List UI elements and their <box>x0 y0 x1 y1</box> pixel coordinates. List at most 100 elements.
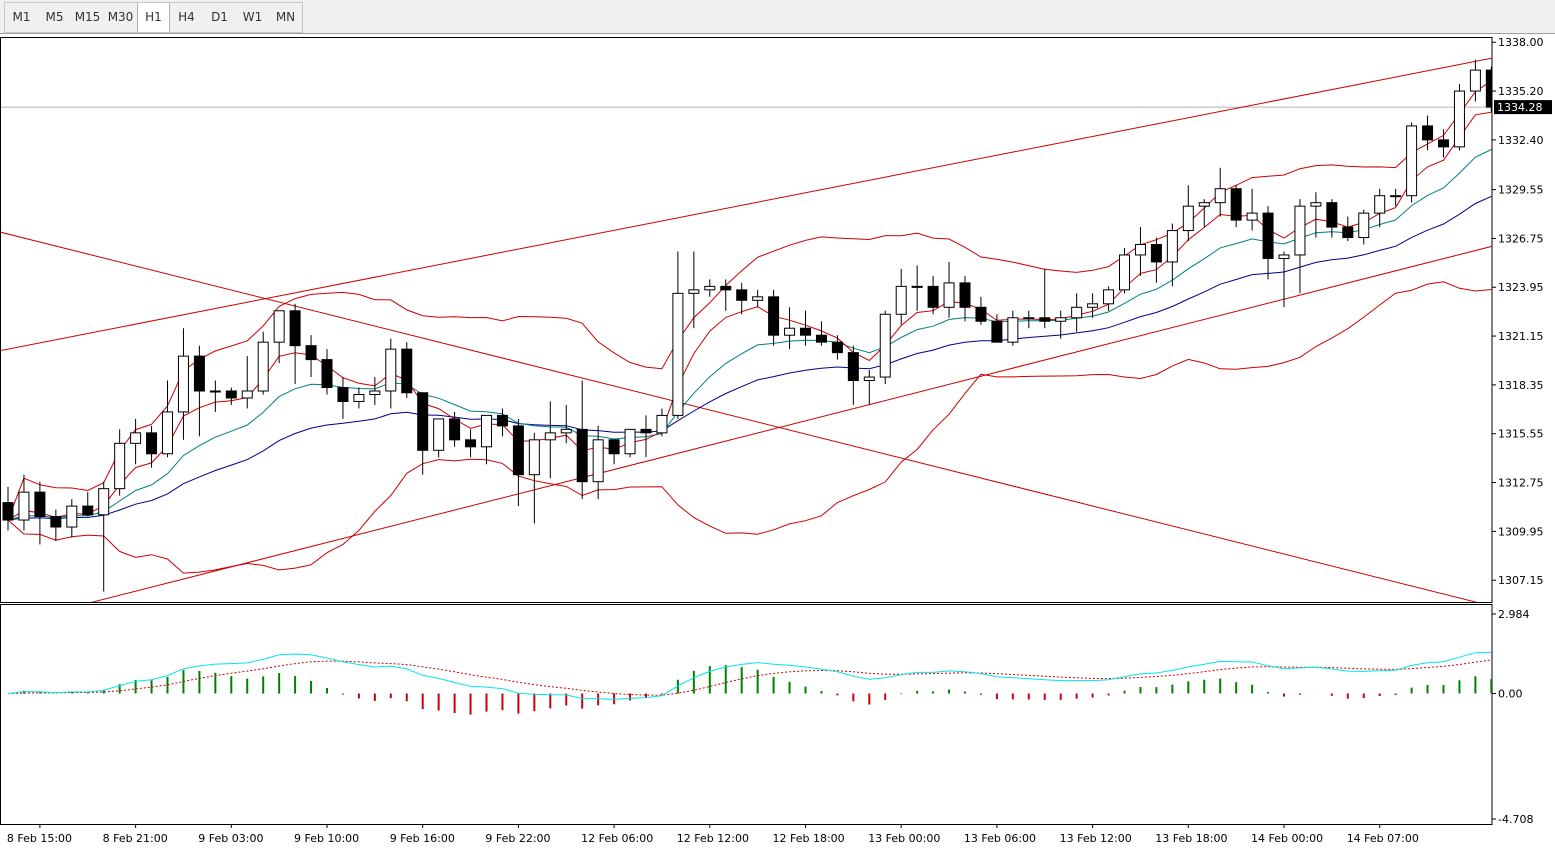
timeframe-button-group: M1 M5 M15 M30 H1 H4 D1 W1 MN <box>4 2 303 33</box>
ascending-support-trendline <box>90 245 1492 602</box>
bullish-candle-body <box>1453 90 1465 148</box>
candle <box>592 425 604 500</box>
candle <box>1071 293 1083 332</box>
ascending-channel-upper-trendline <box>1 57 1492 352</box>
time-axis-label: 8 Feb 15:00 <box>7 832 72 845</box>
bearish-candle-body <box>1422 125 1434 141</box>
candle <box>672 251 684 419</box>
bullish-candle-body <box>130 432 142 444</box>
candle <box>1246 188 1258 231</box>
bullish-candle-body <box>1055 317 1067 322</box>
candle <box>481 414 492 465</box>
bullish-candle-body <box>560 428 572 434</box>
time-axis-label: 9 Feb 22:00 <box>485 832 550 845</box>
bearish-candle-body <box>576 428 588 483</box>
candle <box>177 328 189 440</box>
timeframe-button-h1[interactable]: H1 <box>137 3 170 32</box>
candle <box>959 275 971 322</box>
timeframe-button-m15[interactable]: M15 <box>74 10 101 24</box>
bearish-candle-body <box>831 341 843 354</box>
candle <box>879 310 891 385</box>
bullish-candle-body <box>672 292 684 416</box>
bullish-candle-body <box>704 285 716 291</box>
medium-moving-average <box>7 149 1492 521</box>
candle <box>1326 199 1338 238</box>
time-axis-label: 9 Feb 03:00 <box>198 832 263 845</box>
bearish-candle-body <box>289 310 301 347</box>
main-oscillator-line <box>7 651 1492 700</box>
time-axis-label: 13 Feb 06:00 <box>964 832 1036 845</box>
bullish-candle-body <box>433 418 445 451</box>
time-axis-label: 13 Feb 18:00 <box>1155 832 1227 845</box>
bearish-candle-body <box>1230 188 1242 221</box>
candle <box>496 408 508 437</box>
bullish-candle-body <box>895 285 907 315</box>
candle <box>289 303 301 385</box>
candle <box>193 345 205 437</box>
candle <box>831 335 843 360</box>
candle <box>82 492 94 517</box>
candle <box>98 481 110 592</box>
candle <box>114 429 126 496</box>
bullish-candle-body <box>481 414 492 448</box>
bearish-candle-body <box>337 387 349 402</box>
bullish-candle-body <box>257 341 269 392</box>
bullish-candle-body <box>1406 125 1418 197</box>
bullish-candle-body <box>911 285 923 288</box>
candle <box>433 418 445 458</box>
time-axis-label: 14 Feb 00:00 <box>1251 832 1323 845</box>
bearish-candle-body <box>1438 139 1449 148</box>
indicator-panel-frame <box>0 604 1493 825</box>
bullish-candle-body <box>1166 230 1178 263</box>
timeframe-button-m5[interactable]: M5 <box>45 10 64 24</box>
candle <box>321 349 333 395</box>
candle <box>736 282 748 315</box>
candle <box>560 404 572 444</box>
candle <box>1469 59 1481 102</box>
bullish-candle-body <box>369 390 381 395</box>
timeframe-toolbar: M1 M5 M15 M30 H1 H4 D1 W1 MN <box>0 0 1555 34</box>
candle <box>353 387 365 409</box>
bearish-candle-body <box>50 516 62 528</box>
candle <box>704 279 716 297</box>
bearish-candle-body <box>2 502 14 521</box>
bullish-candle-body <box>1278 254 1290 259</box>
bullish-candle-body <box>688 289 700 294</box>
candle <box>130 418 142 465</box>
candle <box>544 401 556 479</box>
timeframe-button-d1[interactable]: D1 <box>211 10 228 24</box>
bearish-candle-body <box>512 425 524 476</box>
candle <box>1166 223 1178 287</box>
descending-trendline <box>1 231 1478 602</box>
bullish-candle-body <box>1023 317 1035 320</box>
current-price-box <box>1494 100 1552 115</box>
timeframe-button-m30[interactable]: M30 <box>107 10 134 24</box>
candle <box>18 474 30 531</box>
price-chart: 1338.00 1335.20 1332.40 1329.55 1326.75 1323.… <box>0 36 1552 845</box>
candle <box>1310 192 1322 238</box>
time-axis-label: 12 Feb 12:00 <box>677 832 749 845</box>
timeframe-button-w1[interactable]: W1 <box>242 10 263 24</box>
bullish-candle-body <box>1246 212 1258 221</box>
bullish-candle-body <box>1182 205 1194 232</box>
candle <box>241 356 253 409</box>
bullish-candle-body <box>752 296 764 301</box>
candle <box>273 310 285 364</box>
candle <box>50 509 62 541</box>
candle <box>66 499 78 538</box>
timeframe-button-h4[interactable]: H4 <box>178 10 195 24</box>
bullish-candle-body <box>353 393 365 402</box>
timeframe-button-m1[interactable]: M1 <box>12 10 31 24</box>
bearish-candle-body <box>193 355 205 392</box>
candle <box>401 342 413 398</box>
candle <box>528 432 540 524</box>
time-axis-label: 12 Feb 18:00 <box>773 832 845 845</box>
bearish-candle-body <box>959 282 971 308</box>
candle <box>1278 251 1290 308</box>
candle <box>162 380 173 458</box>
timeframe-button-mn[interactable]: MN <box>275 10 296 24</box>
candle <box>1438 129 1449 158</box>
candle <box>720 279 732 311</box>
price-axis-label: 1315.55 <box>1498 428 1544 441</box>
candle <box>991 314 1003 343</box>
